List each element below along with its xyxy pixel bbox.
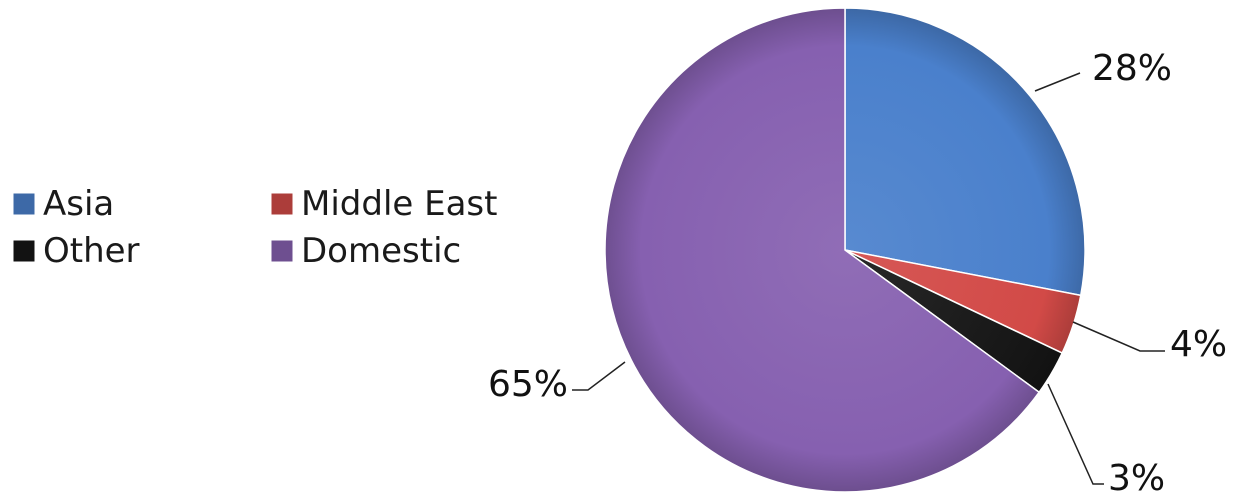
legend-item-other: Other [12,231,140,271]
legend-item-domestic: Domestic [270,231,461,271]
pie-slice-asia [844,7,1086,297]
leader-line-other [1047,383,1104,485]
legend-swatch-domestic [270,239,294,263]
legend-item-asia: Asia [12,184,114,224]
data-label-middle-east: 4% [1170,324,1227,365]
leader-line-middle-east [1072,321,1165,352]
pie-slices [604,7,1086,493]
legend-swatch-other [12,239,36,263]
legend-label-domestic: Domestic [301,231,461,271]
legend-item-middle-east: Middle East [270,184,497,224]
legend-label-middle-east: Middle East [301,184,497,224]
legend-swatch-asia [12,192,36,216]
data-label-other: 3% [1108,458,1165,496]
legend-label-other: Other [43,231,140,271]
leader-line-domestic [572,361,626,391]
data-label-domestic: 65% [488,364,568,405]
pie-slice-domestic [604,7,1041,493]
data-label-asia: 28% [1092,48,1172,89]
legend: Asia Middle East Other Domestic [12,184,497,271]
data-labels: 28% 4% 3% 65% [488,48,1227,496]
legend-swatch-middle-east [270,192,294,216]
legend-label-asia: Asia [43,184,114,224]
leader-line-asia [1034,72,1081,92]
